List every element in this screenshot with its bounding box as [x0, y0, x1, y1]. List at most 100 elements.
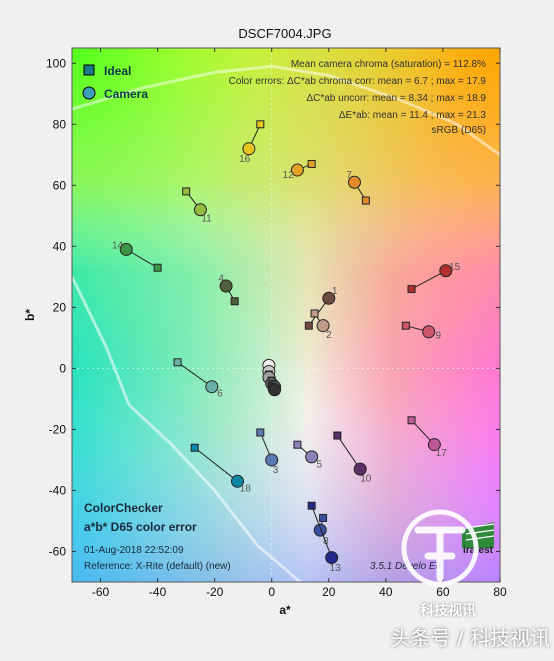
camera-point: [325, 551, 339, 565]
patch-24: [267, 382, 282, 397]
ideal-point: [153, 263, 162, 272]
y-tick-label: -40: [49, 483, 67, 497]
camera-point: [290, 163, 304, 177]
ideal-point: [190, 443, 199, 452]
gamut-boundary-upper: [72, 64, 500, 157]
ideal-point: [256, 120, 265, 129]
patch-number-label: 9: [436, 330, 442, 341]
chart-title: DSCF7004.JPG: [238, 26, 331, 41]
legend: Ideal Camera: [82, 64, 148, 101]
camera-point: [205, 380, 219, 394]
patch-3: 3: [256, 428, 279, 476]
patch-number-label: 17: [436, 448, 448, 459]
patch-number-label: 4: [218, 273, 224, 284]
y-tick-label: -20: [49, 422, 67, 436]
legend-camera-label: Camera: [104, 87, 148, 101]
ideal-point: [319, 513, 328, 522]
stats-block: Mean camera chroma (saturation) = 112.8%…: [229, 59, 487, 136]
patch-2: 2: [310, 309, 332, 341]
error-line: [311, 505, 333, 558]
stat-delta-e: ΔE*ab: mean = 11.4 ; max = 21.3: [339, 110, 487, 121]
patch-1: 1: [304, 286, 338, 330]
patch-number-label: 1: [332, 286, 338, 297]
patch-number-label: 16: [239, 154, 251, 165]
patch-17: 17: [407, 416, 448, 459]
camera-point: [347, 175, 361, 189]
patch-number-label: 5: [316, 459, 322, 470]
camera-point: [268, 383, 282, 397]
patch-number-label: 3: [273, 465, 279, 476]
patch-number-label: 7: [346, 170, 352, 181]
x-tick-label: -20: [206, 585, 224, 599]
patch-6: 6: [173, 358, 223, 400]
stat-chroma-corr: Color errors: ΔC*ab chroma corr: mean = …: [229, 76, 487, 87]
ideal-point: [173, 358, 182, 367]
camera-point: [230, 474, 244, 488]
patch-7: 7: [346, 170, 370, 205]
y-tick-label: 100: [46, 56, 66, 70]
footer-date: 01-Aug-2018 22:52:09: [84, 545, 184, 556]
x-tick-label: 60: [436, 585, 450, 599]
camera-point: [316, 319, 330, 333]
footer-version: 3.5.1 Develo Ed: [370, 561, 442, 572]
ideal-point: [361, 196, 370, 205]
patch-13: 13: [307, 501, 342, 574]
x-tick-label: -40: [149, 585, 167, 599]
ideal-point: [304, 321, 313, 330]
camera-point: [305, 450, 319, 464]
patch-10: 10: [333, 431, 372, 484]
footer-heading-2: a*b* D65 color error: [84, 520, 197, 534]
camera-point: [322, 291, 336, 305]
footer-reference: Reference: X-Rite (default) (new): [84, 561, 231, 572]
camera-point: [242, 142, 256, 156]
patch-number-label: 10: [360, 473, 372, 484]
camera-point: [265, 453, 279, 467]
y-tick-label: 20: [53, 300, 67, 314]
patch-14: 14: [112, 240, 162, 272]
stat-uncorr: ΔC*ab uncorr: mean = 8.34 ; max = 18.9: [306, 93, 486, 104]
patch-number-label: 2: [326, 330, 332, 341]
error-line: [336, 435, 361, 470]
error-line: [194, 447, 238, 482]
legend-camera-marker: [82, 86, 96, 100]
gamut-boundary-lower: [72, 276, 302, 582]
patch-number-label: 8: [323, 536, 329, 547]
y-tick-label: 80: [53, 117, 67, 131]
y-axis-label: b*: [23, 309, 37, 321]
stat-colorspace: sRGB (D65): [432, 125, 486, 136]
camera-point: [422, 325, 436, 339]
x-tick-label: 20: [322, 585, 336, 599]
y-tick-label: 40: [53, 239, 67, 253]
y-tick-label: 0: [59, 361, 66, 375]
camera-point: [427, 438, 441, 452]
footer-block: ColorChecker a*b* D65 color error 01-Aug…: [84, 501, 442, 572]
ideal-point: [230, 297, 239, 306]
camera-point: [119, 242, 133, 256]
ideal-point: [293, 440, 302, 449]
x-tick-label: 40: [379, 585, 393, 599]
ideal-point: [407, 416, 416, 425]
legend-ideal-label: Ideal: [104, 64, 131, 78]
patch-8: 8: [313, 513, 329, 547]
patch-number-label: 18: [240, 483, 252, 494]
patch-15: 15: [407, 262, 461, 294]
watermark-logo: [401, 509, 479, 587]
axis-ticks: -60 -40 -20 0 20 40 60 80 -60 -40 -20 0 20 40 60 80 100: [46, 48, 507, 599]
ideal-point: [256, 428, 265, 437]
camera-point: [193, 203, 207, 217]
stat-chroma: Mean camera chroma (saturation) = 112.8%: [291, 59, 486, 70]
patch-12: 12: [283, 159, 316, 181]
error-line: [177, 361, 213, 388]
patch-number-label: 12: [283, 170, 295, 181]
camera-point: [439, 264, 453, 278]
ideal-point: [307, 501, 316, 510]
footer-heading-1: ColorChecker: [84, 501, 163, 515]
ideal-point: [407, 285, 416, 294]
patch-number-label: 13: [330, 563, 342, 574]
y-tick-label: -60: [49, 544, 67, 558]
x-tick-label: 0: [268, 585, 275, 599]
ideal-point: [333, 431, 342, 440]
